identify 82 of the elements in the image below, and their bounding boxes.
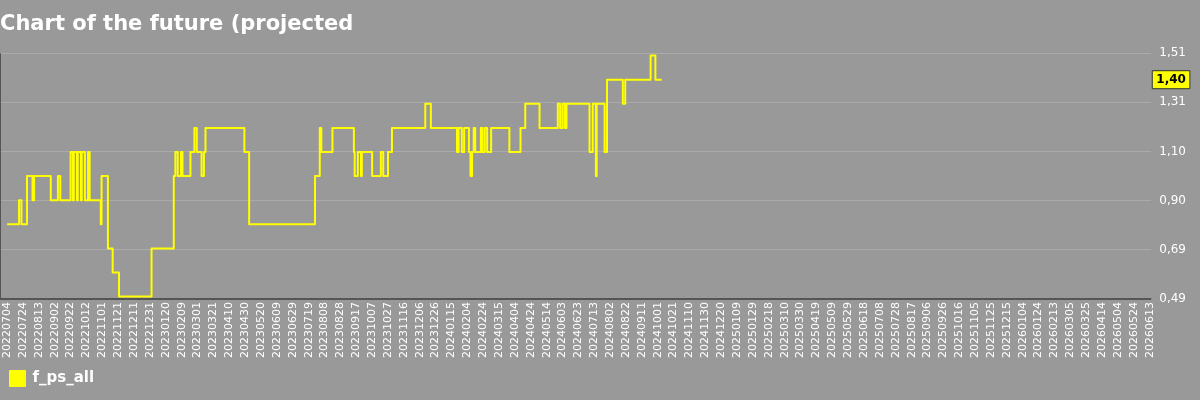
- x-tick-label: 20230520: [253, 302, 267, 359]
- x-tick-label: 20220724: [15, 302, 29, 359]
- y-tick-label: 0,49: [1159, 291, 1186, 306]
- x-tick-label: 20240623: [571, 302, 585, 359]
- x-tick-label: 20260213: [1047, 302, 1061, 359]
- x-tick-label: 20250330: [793, 302, 807, 359]
- x-tick-label: 20251125: [983, 302, 997, 359]
- x-tick-label: 20260124: [1031, 302, 1045, 359]
- x-tick-label: 20231206: [412, 302, 426, 359]
- x-tick-label: 20221012: [79, 302, 93, 359]
- x-tick-label: 20250817: [904, 302, 918, 359]
- y-tick-label: 1,10: [1159, 143, 1186, 158]
- x-tick-label: 20250419: [809, 302, 823, 359]
- x-tick-label: 20220813: [31, 302, 45, 359]
- x-tick-label: 20230301: [190, 302, 204, 359]
- x-tick-label: 20250218: [761, 302, 775, 359]
- x-tick-label: 20230828: [333, 302, 347, 359]
- x-tick-label: 20230917: [349, 302, 363, 359]
- x-tick-label: 20240424: [523, 302, 537, 359]
- x-tick-label: 20221231: [142, 302, 156, 359]
- x-tick-label: 20230410: [222, 302, 236, 359]
- x-tick-label: 20240115: [444, 302, 458, 359]
- x-tick-label: 20230321: [206, 302, 220, 359]
- x-tick-label: 20240603: [555, 302, 569, 359]
- x-tick-label: 20240204: [460, 302, 474, 359]
- x-tick-label: 20260414: [1094, 302, 1108, 359]
- x-tick-label: 20221101: [95, 302, 109, 359]
- x-tick-label: 20241001: [650, 302, 664, 359]
- x-tick-label: 20241021: [666, 302, 680, 359]
- x-tick-label: 20221211: [126, 302, 140, 359]
- x-tick-label: 20250310: [777, 302, 791, 359]
- y-tick-label: 0,69: [1159, 241, 1186, 256]
- x-tick-label: 20251105: [968, 302, 981, 359]
- x-tick-label: 20231116: [396, 302, 410, 359]
- x-tick-label: 20231027: [380, 302, 394, 359]
- x-tick-label: 20250926: [936, 302, 950, 359]
- x-tick-label: 20240224: [476, 302, 490, 359]
- x-tick-label: 20251016: [952, 302, 966, 359]
- x-tick-label: 20230209: [174, 302, 188, 359]
- x-tick-label: 20250529: [841, 302, 855, 359]
- x-tick-label: 20260613: [1142, 302, 1156, 359]
- x-tick-label: 20260325: [1079, 302, 1093, 359]
- x-tick-label: 20260104: [1015, 302, 1029, 359]
- x-tick-label: 20230430: [238, 302, 252, 359]
- x-tick-label: 20250129: [745, 302, 759, 359]
- text: 1,40: [1156, 71, 1186, 86]
- x-tick-label: 20230609: [269, 302, 283, 359]
- x-tick-label: 20220704: [0, 302, 13, 359]
- x-tick-label: 20241220: [714, 302, 728, 359]
- x-tick-label: 20250708: [872, 302, 886, 359]
- x-tick-label: 20240404: [507, 302, 521, 359]
- x-tick-label: 20231226: [428, 302, 442, 359]
- x-tick-label: 20250906: [920, 302, 934, 359]
- x-tick-label: 20260524: [1126, 302, 1140, 359]
- chart-title: Chart of the future (projected: [0, 11, 354, 36]
- x-tick-label: 20241110: [682, 302, 696, 359]
- x-tick-label: 20240315: [491, 302, 505, 359]
- x-tick-label: 20230719: [301, 302, 315, 359]
- x-tick-label: 20220922: [63, 302, 77, 359]
- x-tick-label: 20230120: [158, 302, 172, 359]
- y-tick-label: 1,51: [1159, 45, 1186, 60]
- x-tick-label: 20251215: [999, 302, 1013, 359]
- x-tick-label: 20260504: [1110, 302, 1124, 359]
- x-tick-label: 20221121: [111, 302, 125, 359]
- x-tick-label: 20240713: [587, 302, 601, 359]
- x-tick-label: 20240822: [618, 302, 632, 359]
- x-tick-label: 20240911: [634, 302, 648, 359]
- x-tick-label: 20220902: [47, 302, 61, 359]
- x-tick-label: 20250509: [825, 302, 839, 359]
- x-tick-label: 20260305: [1063, 302, 1077, 359]
- x-tick-label: 20230629: [285, 302, 299, 359]
- x-tick-label: 20250109: [729, 302, 743, 359]
- y-tick-label: 0,90: [1159, 192, 1186, 207]
- y-tick-label: 1,31: [1159, 94, 1186, 109]
- x-tick-label: 20231007: [364, 302, 378, 359]
- x-tick-label: 20250728: [888, 302, 902, 359]
- x-tick-label: 20240802: [603, 302, 617, 359]
- legend-label: f_ps_all: [32, 368, 95, 387]
- x-tick-label: 20250618: [856, 302, 870, 359]
- x-tick-label: 20240514: [539, 302, 553, 359]
- x-tick-label: 20230808: [317, 302, 331, 359]
- x-tick-label: 20241130: [698, 302, 712, 359]
